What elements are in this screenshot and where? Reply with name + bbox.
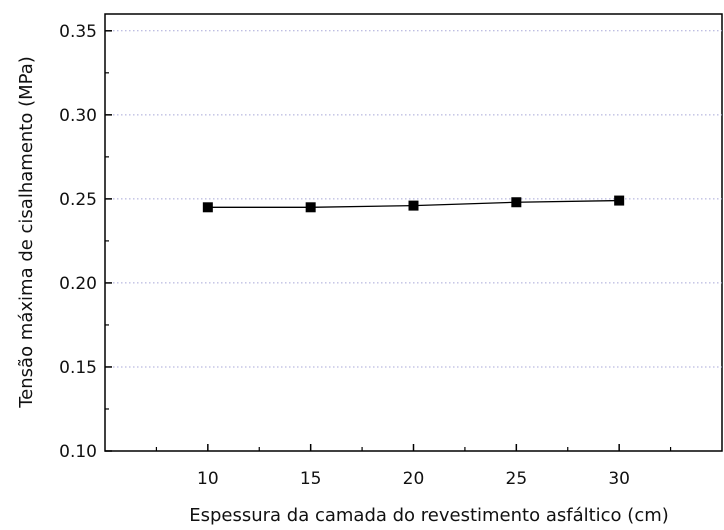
data-point xyxy=(614,195,625,206)
data-point xyxy=(511,197,522,208)
y-axis-ticks: 0.10 0.15 0.20 0.25 0.30 0.35 xyxy=(59,22,112,462)
x-tick-label: 30 xyxy=(608,469,630,489)
y-axis-title: Tensão máxima de cisalhamento (MPa) xyxy=(16,56,37,409)
data-point xyxy=(408,200,419,211)
y-tick-label: 0.35 xyxy=(59,22,97,42)
x-tick-label: 15 xyxy=(300,469,322,489)
x-tick-label: 20 xyxy=(403,469,425,489)
y-tick-label: 0.30 xyxy=(59,106,97,126)
data-point xyxy=(305,202,316,213)
y-tick-label: 0.20 xyxy=(59,274,97,294)
y-tick-label: 0.25 xyxy=(59,190,97,210)
y-tick-label: 0.15 xyxy=(59,358,97,378)
y-tick-label: 0.10 xyxy=(59,442,97,462)
data-point xyxy=(202,202,213,213)
gridlines xyxy=(105,30,722,368)
x-axis-title: Espessura da camada do revestimento asfá… xyxy=(189,505,669,526)
data-series xyxy=(202,195,625,213)
x-tick-label: 25 xyxy=(506,469,528,489)
plot-frame xyxy=(104,13,723,452)
x-axis-ticks: 10 15 20 25 30 xyxy=(155,444,672,489)
x-tick-label: 10 xyxy=(197,469,219,489)
